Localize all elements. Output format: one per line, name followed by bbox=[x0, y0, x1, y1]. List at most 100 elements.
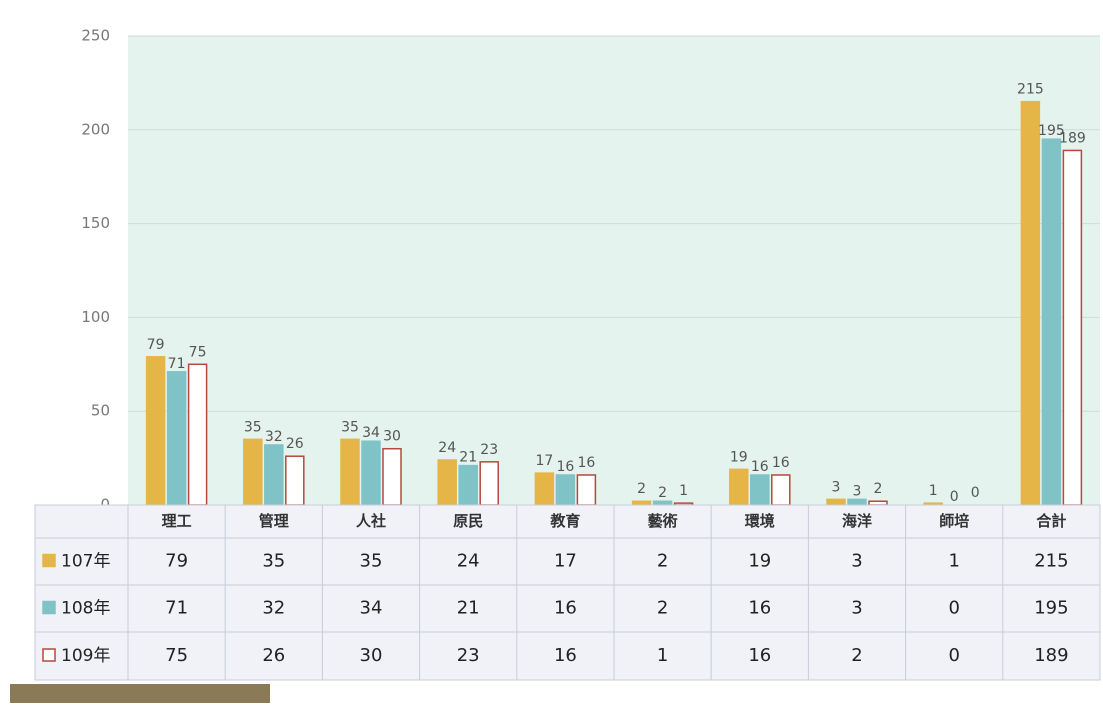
bar bbox=[848, 499, 866, 505]
table-cell: 75 bbox=[165, 645, 188, 666]
table-cell: 16 bbox=[554, 598, 577, 619]
data-label: 16 bbox=[577, 455, 595, 471]
data-label: 79 bbox=[147, 337, 165, 353]
bar bbox=[438, 460, 456, 505]
table-cell: 16 bbox=[748, 645, 771, 666]
table-cell: 1 bbox=[657, 645, 668, 666]
bar bbox=[535, 473, 553, 505]
data-label: 2 bbox=[874, 481, 883, 497]
bar bbox=[730, 469, 748, 505]
table-cell: 16 bbox=[748, 598, 771, 619]
data-label: 34 bbox=[362, 425, 380, 441]
table-cell: 79 bbox=[165, 551, 188, 572]
y-tick-label: 50 bbox=[91, 402, 110, 420]
bar bbox=[751, 475, 769, 505]
table-cell: 21 bbox=[457, 598, 480, 619]
table-cell: 0 bbox=[948, 598, 959, 619]
bar bbox=[556, 475, 574, 505]
x-tick-label: 師培 bbox=[939, 512, 969, 530]
data-label: 16 bbox=[556, 459, 574, 475]
bar bbox=[772, 475, 790, 505]
bar bbox=[286, 456, 304, 505]
table-cell: 23 bbox=[457, 645, 480, 666]
table-cell: 24 bbox=[457, 551, 480, 572]
x-tick-label: 理工 bbox=[162, 512, 192, 530]
table-cell: 35 bbox=[262, 551, 285, 572]
table-cell: 2 bbox=[851, 645, 862, 666]
table-cell: 16 bbox=[554, 645, 577, 666]
bar bbox=[147, 357, 165, 505]
data-label: 30 bbox=[383, 429, 401, 445]
bar bbox=[1042, 139, 1060, 505]
table-cell: 0 bbox=[948, 645, 959, 666]
bar bbox=[244, 439, 262, 505]
bar bbox=[341, 439, 359, 505]
data-label: 1 bbox=[679, 483, 688, 499]
bar bbox=[577, 475, 595, 505]
bar bbox=[189, 364, 207, 505]
data-label: 3 bbox=[853, 483, 862, 499]
y-tick-label: 100 bbox=[81, 308, 110, 326]
x-tick-label: 海洋 bbox=[842, 512, 872, 530]
y-tick-label: 200 bbox=[81, 120, 110, 138]
bar bbox=[1063, 150, 1081, 505]
table-cell: 26 bbox=[262, 645, 285, 666]
table-cell: 195 bbox=[1034, 598, 1068, 619]
data-label: 0 bbox=[971, 485, 980, 501]
bar bbox=[168, 372, 186, 505]
legend-marker bbox=[43, 602, 55, 614]
x-tick-label: 人社 bbox=[356, 512, 386, 530]
data-label: 23 bbox=[480, 442, 498, 458]
data-label: 75 bbox=[189, 344, 207, 360]
table-cell: 3 bbox=[851, 551, 862, 572]
x-tick-label: 原民 bbox=[453, 512, 483, 530]
table-cell: 215 bbox=[1034, 551, 1068, 572]
data-label: 26 bbox=[286, 436, 304, 452]
bar bbox=[362, 441, 380, 505]
data-label: 35 bbox=[341, 419, 359, 435]
chart: 0501001502002507971753532263534302421231… bbox=[0, 0, 1103, 703]
table-cell: 17 bbox=[554, 551, 577, 572]
x-tick-label: 環境 bbox=[745, 512, 775, 530]
table-cell: 30 bbox=[360, 645, 383, 666]
bar bbox=[383, 449, 401, 505]
data-label: 2 bbox=[658, 485, 667, 501]
y-tick-label: 250 bbox=[81, 27, 110, 45]
bar bbox=[1021, 102, 1039, 505]
table-cell: 19 bbox=[748, 551, 771, 572]
bar bbox=[827, 499, 845, 505]
bar bbox=[459, 466, 477, 505]
data-label: 2 bbox=[637, 481, 646, 497]
data-label: 35 bbox=[244, 419, 262, 435]
data-label: 19 bbox=[730, 449, 748, 465]
data-label: 32 bbox=[265, 429, 283, 445]
data-label: 189 bbox=[1059, 130, 1086, 146]
photo-fragment bbox=[10, 684, 270, 703]
data-label: 17 bbox=[535, 453, 553, 469]
bar bbox=[480, 462, 498, 505]
data-label: 3 bbox=[832, 479, 841, 495]
legend-label: 108年 bbox=[61, 599, 110, 619]
bar bbox=[633, 501, 651, 505]
legend-marker bbox=[43, 649, 55, 661]
x-tick-label: 藝術 bbox=[648, 512, 678, 530]
legend-marker bbox=[43, 555, 55, 567]
y-tick-label: 150 bbox=[81, 214, 110, 232]
x-tick-label: 管理 bbox=[259, 512, 289, 530]
data-label: 21 bbox=[459, 450, 477, 466]
data-label: 215 bbox=[1017, 82, 1044, 98]
table-cell: 35 bbox=[360, 551, 383, 572]
table-cell: 71 bbox=[165, 598, 188, 619]
table-cell: 3 bbox=[851, 598, 862, 619]
data-label: 24 bbox=[438, 440, 456, 456]
data-label: 1 bbox=[929, 483, 938, 499]
data-label: 71 bbox=[168, 356, 186, 372]
legend-label: 109年 bbox=[61, 646, 110, 666]
x-tick-label: 教育 bbox=[549, 512, 580, 530]
table-cell: 1 bbox=[948, 551, 959, 572]
table-cell: 189 bbox=[1034, 645, 1068, 666]
table-cell: 2 bbox=[657, 551, 668, 572]
bar bbox=[265, 445, 283, 505]
bar bbox=[654, 501, 672, 505]
data-label: 16 bbox=[751, 459, 769, 475]
